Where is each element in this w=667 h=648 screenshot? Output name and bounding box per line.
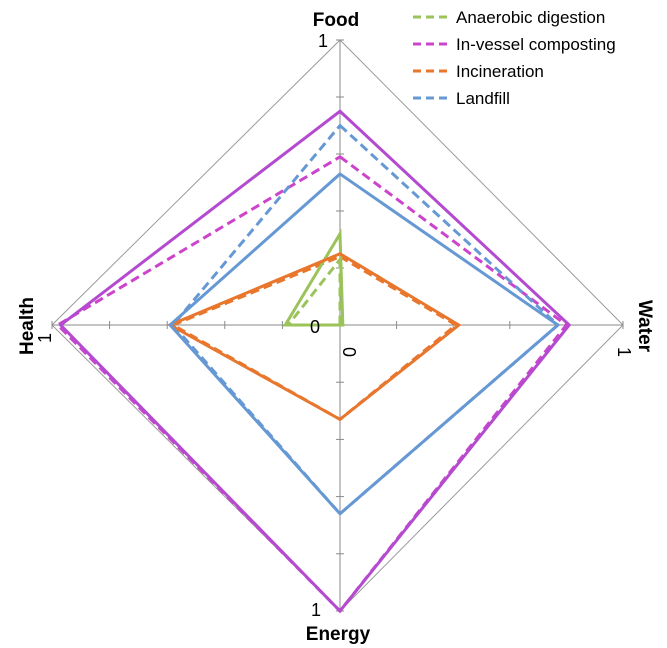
axis-label-health: Health: [17, 297, 38, 355]
unnamed-solid-series-4: [282, 228, 345, 327]
axis-label-energy: Energy: [306, 624, 371, 645]
unnamed-solid-series-6: [166, 252, 462, 422]
anaerobic-digestion-dashed-series-0: [285, 255, 342, 327]
legend-label-anaerobic-digestion: Anaerobic digestion: [456, 8, 605, 27]
tick-label-energy-max: 1: [311, 600, 321, 620]
legend: Anaerobic digestion In-vessel composting I…: [413, 8, 616, 108]
unnamed-solid-series-7: [167, 172, 561, 516]
tick-label-health-max: 1: [35, 333, 55, 343]
landfill-dashed-series-3: [170, 123, 561, 516]
series-layer: [55, 109, 572, 614]
tick-label-center-zero-rotated: 0: [339, 347, 359, 357]
legend-label-in-vessel-composting: In-vessel composting: [456, 35, 616, 54]
legend-label-incineration: Incineration: [456, 62, 544, 81]
legend-label-landfill: Landfill: [456, 89, 510, 108]
tick-label-center-zero: 0: [310, 317, 320, 337]
incineration-dashed-series-2: [169, 254, 459, 422]
axis-label-water: Water: [634, 300, 655, 353]
axis-label-food: Food: [313, 10, 359, 31]
unnamed-solid-series-5: [58, 109, 572, 614]
tick-label-food-max: 1: [318, 31, 328, 51]
tick-label-water-max: 1: [614, 347, 634, 357]
axis-labels: Food Water Energy Health 1 1 1 1 0 0: [17, 10, 655, 645]
